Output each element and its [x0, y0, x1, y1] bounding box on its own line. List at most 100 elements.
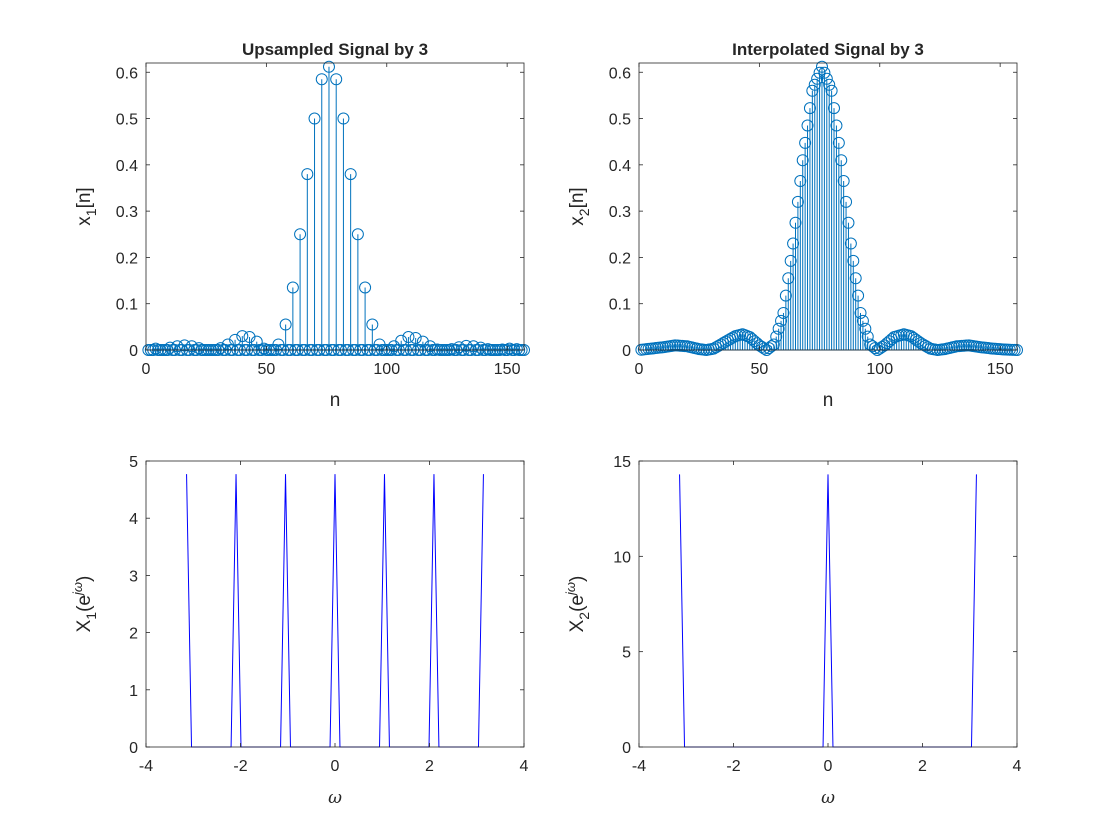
stem-marker	[880, 337, 893, 350]
y-axis-label: X2(ejω)	[563, 576, 592, 633]
x-tick-label: 150	[987, 361, 1014, 378]
stem-marker	[344, 168, 357, 181]
stem-marker	[784, 254, 797, 267]
y-tick-label: 0.1	[116, 297, 138, 314]
y-tick-label: 0.1	[609, 297, 631, 314]
y-label-main: x	[74, 216, 95, 226]
y-tick-label: 3	[129, 568, 138, 585]
axes-title: Upsampled Signal by 3	[242, 40, 428, 59]
stem-marker	[811, 72, 824, 85]
x-tick-label: 0	[824, 758, 833, 775]
y-label-superscript: jω	[70, 582, 85, 597]
stem-marker	[308, 112, 321, 125]
plot-area	[146, 63, 524, 350]
ticks: -4 -2 0 2 4 0 1 2 3 4 5	[129, 454, 528, 775]
stem-marker	[294, 228, 307, 241]
stem-marker	[789, 216, 802, 229]
ticks: 0 50 100 150 0 0.1 0.2 0.3 0.4 0.5 0.6	[116, 63, 524, 378]
y-tick-label: 10	[613, 549, 631, 566]
axes-title: Interpolated Signal by 3	[732, 40, 924, 59]
stem-marker	[782, 272, 795, 285]
y-label-subscript: 1	[83, 612, 99, 620]
y-tick-label: 0.6	[116, 65, 138, 82]
stem-marker	[779, 289, 792, 302]
stem-marker	[844, 237, 857, 250]
x-tick-label: 4	[520, 758, 529, 775]
axes-upsampled: 0 50 100 150 0 0.1 0.2 0.3 0.4 0.5 0.6 Upsampled Si…	[74, 40, 530, 411]
stem-marker	[868, 342, 881, 355]
stem-marker	[796, 154, 809, 167]
x-axis-label: n	[330, 390, 341, 411]
stem-marker	[828, 102, 841, 115]
axes-box	[638, 62, 1018, 351]
stem-marker	[149, 342, 162, 355]
stem-marker	[849, 272, 862, 285]
stem-marker	[803, 102, 816, 115]
y-tick-label: 1	[129, 683, 138, 700]
plot-area	[146, 461, 524, 747]
y-label-tail: (e	[567, 595, 588, 612]
stem-marker	[815, 60, 828, 73]
x-tick-label: 2	[918, 758, 927, 775]
plot-area	[639, 461, 1017, 747]
stem-marker	[847, 254, 860, 267]
y-label-superscript: jω	[563, 582, 578, 597]
stem-marker	[830, 119, 843, 132]
stem-marker	[825, 84, 838, 97]
stem-marker	[806, 84, 819, 97]
stem-marker	[794, 175, 807, 188]
y-label-subscript: 1	[83, 208, 99, 216]
y-label-tail: [n]	[74, 187, 95, 208]
y-tick-label: 0	[622, 343, 631, 360]
x-tick-label: 0	[635, 361, 644, 378]
stem-marker	[791, 195, 804, 208]
x-tick-label: -4	[632, 758, 646, 775]
stem-marker	[840, 195, 853, 208]
x-tick-label: 4	[1013, 758, 1022, 775]
stem-marker	[861, 330, 874, 343]
y-tick-label: 0.4	[116, 158, 138, 175]
stem-marker	[243, 331, 256, 344]
stem-marker	[835, 154, 848, 167]
stem-marker	[852, 289, 865, 302]
stem-marker	[359, 281, 372, 294]
stem-marker	[337, 112, 350, 125]
stem-marker	[921, 341, 934, 354]
y-tick-label: 0.2	[609, 250, 631, 267]
stem-marker	[765, 340, 778, 353]
stem-marker	[799, 136, 812, 149]
stem-marker	[832, 136, 845, 149]
stem-marker	[301, 168, 314, 181]
y-tick-label: 0.4	[609, 158, 631, 175]
stem-marker	[777, 306, 790, 319]
stem-marker	[813, 66, 826, 79]
stem-marker	[322, 60, 335, 73]
y-tick-label: 0	[129, 740, 138, 757]
y-label-tail: [n]	[567, 187, 588, 208]
stem-marker	[366, 318, 379, 331]
ticks: 0 50 100 150 0 0.1 0.2 0.3 0.4 0.5 0.6	[609, 63, 1017, 378]
stem-marker	[315, 73, 328, 86]
stem-marker	[842, 216, 855, 229]
plot-area	[639, 63, 1017, 350]
x-tick-label: 50	[257, 361, 275, 378]
y-label-main: x	[567, 216, 588, 226]
ticks: -4 -2 0 2 4 0 5 10 15	[613, 454, 1021, 775]
y-tick-label: 15	[613, 454, 631, 471]
y-tick-label: 0.3	[609, 204, 631, 221]
stem-marker	[503, 342, 516, 355]
y-tick-label: 0	[129, 343, 138, 360]
stem-marker	[279, 318, 292, 331]
axes-interpolated: 0 50 100 150 0 0.1 0.2 0.3 0.4 0.5 0.6 Interpolated…	[567, 40, 1023, 411]
stem-marker	[775, 314, 788, 327]
stem-marker	[402, 331, 415, 344]
y-tick-label: 2	[129, 626, 138, 643]
stem-marker	[214, 342, 227, 355]
stem-marker	[820, 72, 833, 85]
stem-marker	[746, 333, 759, 346]
y-tick-label: 0.5	[609, 112, 631, 129]
stem-marker	[787, 237, 800, 250]
